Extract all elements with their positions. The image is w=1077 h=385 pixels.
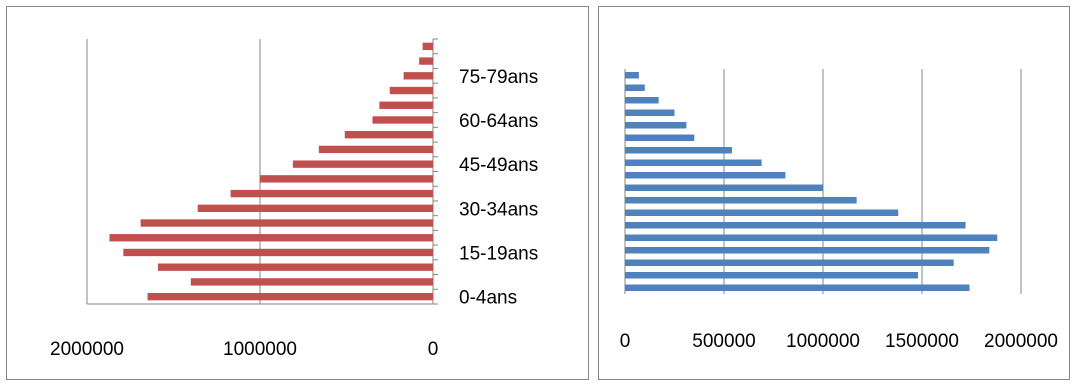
bar xyxy=(625,284,970,291)
bar xyxy=(157,263,433,271)
chart-panel-left: 0-4ans 15-19ans 30-34ans 45-49ans 60-64ans 75… xyxy=(6,6,589,380)
bar xyxy=(625,172,786,179)
bar xyxy=(625,184,823,191)
bar xyxy=(625,222,966,229)
bar xyxy=(123,248,433,257)
bar xyxy=(625,234,998,241)
bar xyxy=(625,197,857,204)
y-tick-label: 0-4ans xyxy=(459,288,517,309)
bar xyxy=(140,219,433,227)
bar xyxy=(379,101,433,109)
y-tick-label: 45-49ans xyxy=(459,155,538,176)
bar xyxy=(260,175,433,183)
bar xyxy=(625,247,990,254)
x-tick-label: 500000 xyxy=(692,331,755,352)
bar xyxy=(372,116,433,124)
bar xyxy=(625,109,675,116)
bar xyxy=(625,97,659,104)
chart-panel-right: 0 500000 1000000 1500000 2000000 xyxy=(598,6,1070,380)
x-tick-label: 0 xyxy=(428,339,439,360)
y-tick-label: 75-79ans xyxy=(459,67,538,88)
x-tick-label: 2000000 xyxy=(984,331,1058,352)
x-tick-label: 1000000 xyxy=(223,339,297,360)
bar xyxy=(625,147,732,154)
population-pyramid-left-chart: 0-4ans 15-19ans 30-34ans 45-49ans 60-64ans 75… xyxy=(50,38,538,360)
bar xyxy=(625,134,695,141)
x-tick-label: 2000000 xyxy=(50,339,124,360)
y-tick-label: 30-34ans xyxy=(459,199,538,220)
bar xyxy=(625,209,899,216)
population-pyramid-right-chart: 0 500000 1000000 1500000 2000000 xyxy=(620,69,1058,352)
y-tick-label: 15-19ans xyxy=(459,243,538,264)
bar xyxy=(625,84,645,91)
y-tick-label: 60-64ans xyxy=(459,111,538,132)
bar xyxy=(147,292,434,301)
bar xyxy=(197,204,433,212)
bar xyxy=(318,145,433,154)
x-tick-label: 0 xyxy=(620,331,631,352)
bar xyxy=(230,189,433,198)
bar xyxy=(625,159,762,166)
bar xyxy=(109,234,434,242)
bar xyxy=(292,160,433,168)
bar xyxy=(190,278,433,286)
bar xyxy=(344,131,433,139)
bar xyxy=(625,259,954,266)
bar xyxy=(625,272,919,279)
bar xyxy=(403,72,433,80)
bar xyxy=(625,72,639,79)
bar xyxy=(419,57,433,65)
bar xyxy=(625,122,687,129)
x-tick-label: 1500000 xyxy=(885,331,959,352)
bar xyxy=(389,86,433,95)
bar xyxy=(422,42,433,51)
x-tick-label: 1000000 xyxy=(786,331,860,352)
